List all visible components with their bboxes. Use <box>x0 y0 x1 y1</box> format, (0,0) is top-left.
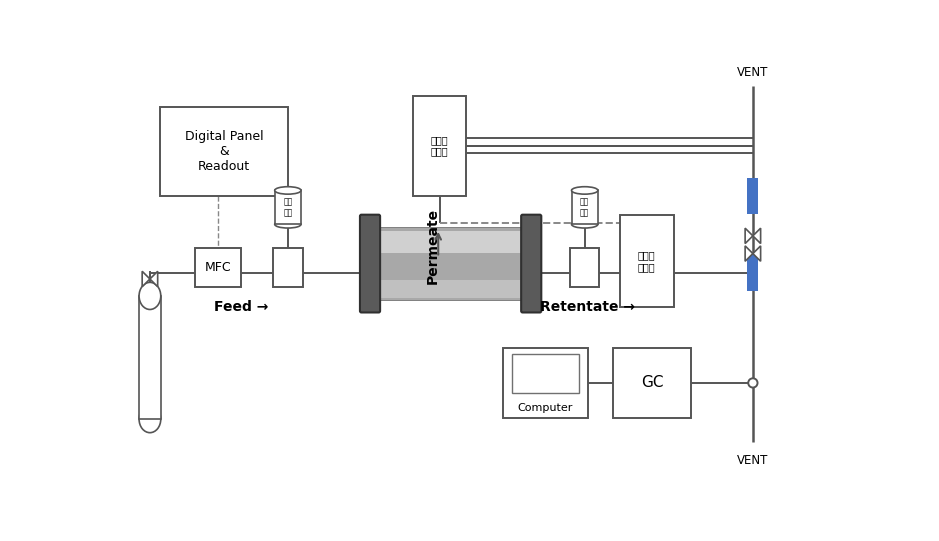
Ellipse shape <box>275 221 301 228</box>
Text: Digital Panel
&
Readout: Digital Panel & Readout <box>185 130 263 173</box>
FancyBboxPatch shape <box>620 215 674 307</box>
FancyBboxPatch shape <box>512 354 578 393</box>
Text: Permeate: Permeate <box>425 208 439 284</box>
FancyBboxPatch shape <box>413 96 466 196</box>
Text: VENT: VENT <box>737 454 768 467</box>
Polygon shape <box>753 228 761 243</box>
FancyBboxPatch shape <box>195 248 241 287</box>
Polygon shape <box>150 271 158 287</box>
FancyBboxPatch shape <box>747 178 759 214</box>
Text: 면적식
유량계: 면적식 유량계 <box>431 135 449 156</box>
FancyBboxPatch shape <box>275 190 301 225</box>
Text: Feed →: Feed → <box>214 300 269 314</box>
Ellipse shape <box>572 221 598 228</box>
Text: 압력
센서: 압력 센서 <box>580 197 590 217</box>
Polygon shape <box>142 271 150 287</box>
FancyBboxPatch shape <box>521 215 541 313</box>
Ellipse shape <box>572 187 598 194</box>
Text: 면적식
유량계: 면적식 유량계 <box>638 250 655 272</box>
FancyBboxPatch shape <box>570 248 599 287</box>
Text: Computer: Computer <box>517 404 573 413</box>
FancyBboxPatch shape <box>160 107 288 196</box>
FancyBboxPatch shape <box>378 227 523 300</box>
Circle shape <box>748 378 758 387</box>
Text: 압력
센서: 압력 센서 <box>284 197 293 217</box>
FancyBboxPatch shape <box>139 296 161 419</box>
FancyBboxPatch shape <box>502 348 588 418</box>
FancyBboxPatch shape <box>360 215 380 313</box>
Text: VENT: VENT <box>737 66 768 79</box>
Text: GC: GC <box>641 375 663 391</box>
Polygon shape <box>746 246 753 261</box>
FancyBboxPatch shape <box>273 248 302 287</box>
Polygon shape <box>753 246 761 261</box>
Ellipse shape <box>139 406 161 433</box>
FancyBboxPatch shape <box>378 231 523 253</box>
Ellipse shape <box>275 187 301 194</box>
FancyBboxPatch shape <box>378 280 523 298</box>
FancyBboxPatch shape <box>613 348 691 418</box>
Text: Retentate →: Retentate → <box>540 300 635 314</box>
Ellipse shape <box>139 282 161 309</box>
FancyBboxPatch shape <box>747 255 759 291</box>
Polygon shape <box>746 228 753 243</box>
FancyBboxPatch shape <box>572 190 598 225</box>
Text: MFC: MFC <box>205 261 231 274</box>
